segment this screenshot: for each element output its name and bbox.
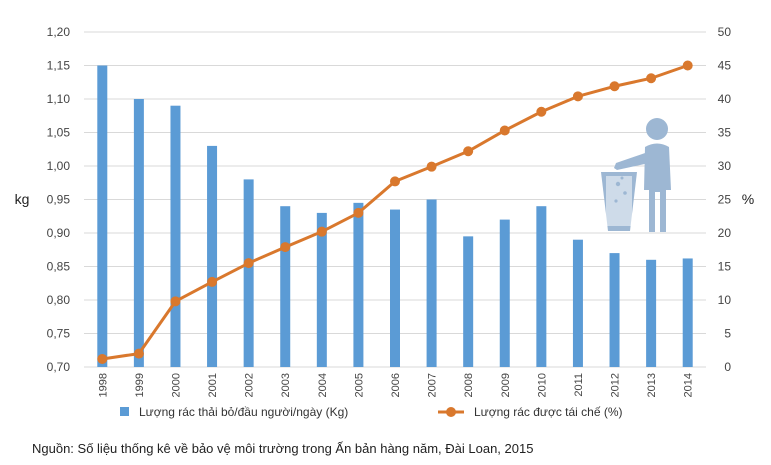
line-point — [353, 207, 364, 218]
left-tick-label: 0,70 — [47, 360, 71, 374]
line-point — [426, 161, 437, 172]
left-tick-label: 0,85 — [47, 260, 71, 274]
left-tick-label: 0,95 — [47, 193, 71, 207]
bar — [536, 206, 547, 367]
line-point — [207, 276, 218, 287]
line-point — [682, 60, 693, 71]
line-point — [390, 176, 400, 187]
left-tick-label: 1,05 — [47, 126, 71, 140]
x-tick-label: 2002 — [244, 373, 256, 397]
right-tick-label: 10 — [718, 293, 732, 307]
line-point — [463, 146, 474, 157]
left-axis-ticks: 0,70 0,75 0,80 0,85 0,90 0,95 1,00 1,05 1,10 1,15… — [47, 25, 71, 374]
right-tick-label: 15 — [718, 260, 732, 274]
right-tick-label: 40 — [718, 92, 732, 106]
line-point — [316, 226, 327, 237]
legend-line-label: Lượng rác được tái chế (%) — [474, 405, 623, 419]
bar — [463, 236, 474, 367]
left-axis-title: kg — [15, 191, 30, 207]
bar — [316, 212, 327, 367]
bar — [646, 259, 657, 367]
right-tick-label: 25 — [718, 193, 732, 207]
right-tick-label: 45 — [718, 59, 732, 73]
bar — [170, 105, 181, 367]
line-point — [97, 353, 108, 364]
bar — [609, 253, 620, 367]
line-point — [646, 73, 657, 84]
legend-bar-swatch — [120, 407, 129, 416]
bar — [353, 202, 364, 367]
bar-series — [97, 65, 693, 367]
x-tick-label: 2013 — [646, 373, 658, 397]
legend-item-line: Lượng rác được tái chế (%) — [438, 405, 623, 419]
x-tick-label: 2006 — [390, 373, 402, 397]
x-tick-label: 2001 — [207, 373, 219, 397]
left-tick-label: 0,90 — [47, 226, 71, 240]
x-tick-label: 2010 — [536, 373, 548, 397]
left-tick-label: 0,75 — [47, 327, 71, 341]
right-tick-label: 20 — [718, 226, 732, 240]
line-point — [280, 242, 291, 253]
bar — [243, 179, 254, 367]
x-tick-label: 1999 — [134, 373, 146, 397]
left-tick-label: 1,00 — [47, 159, 71, 173]
line-point — [572, 91, 583, 102]
legend: Lượng rác thải bỏ/đầu người/ngày (Kg) Lư… — [120, 405, 623, 419]
right-tick-label: 50 — [718, 25, 732, 39]
x-tick-label: 2005 — [353, 373, 365, 397]
x-tick-label: 2000 — [170, 373, 182, 397]
x-tick-label: 2009 — [500, 373, 512, 397]
x-tick-label: 2004 — [317, 373, 329, 397]
bar — [280, 206, 291, 367]
x-tick-label: 2008 — [463, 373, 475, 397]
x-tick-label: 1998 — [97, 373, 109, 397]
right-axis-ticks: 0 5 10 15 20 25 30 35 40 45 50 — [718, 25, 732, 374]
line-point — [170, 296, 181, 307]
x-tick-label: 2014 — [683, 373, 695, 397]
x-tick-label: 2007 — [427, 373, 439, 397]
x-axis-ticks: 1998 1999 2000 2001 2002 2003 2004 2005 2006 2007… — [97, 373, 694, 397]
source-note: Nguồn: Số liệu thống kê về bảo vệ môi tr… — [32, 441, 534, 456]
bar — [390, 209, 400, 367]
combo-chart: 0,70 0,75 0,80 0,85 0,90 0,95 1,00 1,05 1,10 1,15… — [15, 25, 755, 419]
x-tick-label: 2012 — [610, 373, 622, 397]
right-tick-label: 35 — [718, 126, 732, 140]
x-tick-label: 2003 — [280, 373, 292, 397]
line-point — [609, 81, 620, 92]
x-tick-label: 2011 — [573, 373, 585, 397]
bar — [207, 145, 218, 367]
legend-item-bars: Lượng rác thải bỏ/đầu người/ngày (Kg) — [120, 405, 348, 419]
line-point — [536, 106, 547, 117]
bar — [572, 239, 583, 367]
right-tick-label: 5 — [724, 327, 731, 341]
left-tick-label: 1,10 — [47, 92, 71, 106]
bar — [133, 99, 144, 367]
left-tick-label: 1,15 — [47, 59, 71, 73]
right-tick-label: 30 — [718, 159, 732, 173]
line-point — [499, 125, 510, 136]
right-axis-title: % — [742, 191, 754, 207]
bar — [682, 258, 693, 367]
left-tick-label: 1,20 — [47, 25, 71, 39]
line-series — [97, 60, 693, 364]
person-throwing-trash-icon — [601, 118, 671, 232]
bar — [97, 65, 108, 367]
line-point — [133, 348, 144, 359]
legend-bar-label: Lượng rác thải bỏ/đầu người/ngày (Kg) — [139, 405, 348, 419]
legend-line-marker — [446, 407, 456, 417]
left-tick-label: 0,80 — [47, 293, 71, 307]
bar — [499, 219, 510, 367]
line-point — [243, 258, 254, 269]
right-tick-label: 0 — [724, 360, 731, 374]
bar — [426, 199, 437, 367]
